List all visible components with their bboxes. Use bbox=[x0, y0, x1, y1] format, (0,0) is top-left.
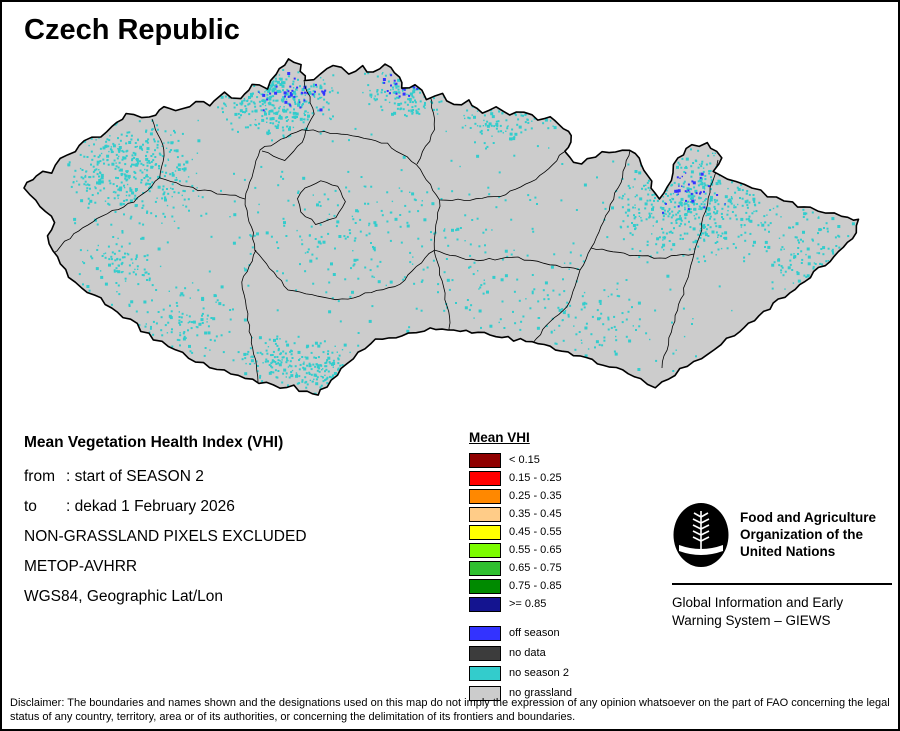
legend-swatch bbox=[469, 543, 501, 558]
info-row-label: METOP-AVHRR bbox=[24, 558, 138, 575]
legend-row: 0.15 - 0.25 bbox=[469, 471, 572, 486]
legend-swatch bbox=[469, 561, 501, 576]
map-info-block: Mean Vegetation Health Index (VHI) from:… bbox=[24, 432, 307, 612]
info-row-label: NON-GRASSLAND PIXELS EXCLUDED bbox=[24, 528, 307, 545]
legend-row: < 0.15 bbox=[469, 453, 572, 468]
info-row: NON-GRASSLAND PIXELS EXCLUDED bbox=[24, 522, 307, 552]
fao-header: Food and Agriculture Organization of the… bbox=[672, 502, 892, 568]
legend-row: 0.75 - 0.85 bbox=[469, 579, 572, 594]
info-row-label: to bbox=[24, 498, 37, 515]
legend-row: no season 2 bbox=[469, 666, 572, 681]
vhi-legend: Mean VHI < 0.15 0.15 - 0.25 0.25 - 0.35 0.3… bbox=[469, 429, 572, 706]
legend-row-label: 0.45 - 0.55 bbox=[509, 526, 562, 538]
legend-swatch bbox=[469, 471, 501, 486]
giews-name: Global Information and Early Warning Sys… bbox=[672, 595, 844, 628]
legend-swatch bbox=[469, 579, 501, 594]
legend-row-label: off season bbox=[509, 627, 560, 639]
legend-row-label: 0.75 - 0.85 bbox=[509, 580, 562, 592]
legend-swatch bbox=[469, 626, 501, 641]
legend-row: no data bbox=[469, 646, 572, 661]
legend-row-label: no season 2 bbox=[509, 667, 569, 679]
legend-classes: < 0.15 0.15 - 0.25 0.25 - 0.35 0.35 - 0.45 0… bbox=[469, 453, 572, 612]
info-row-value: : start of SEASON 2 bbox=[66, 468, 204, 485]
legend-row-label: no grassland bbox=[509, 687, 572, 699]
page-title: Czech Republic bbox=[24, 14, 240, 46]
legend-swatch bbox=[469, 507, 501, 522]
fao-logo-icon bbox=[673, 503, 729, 567]
legend-row: 0.25 - 0.35 bbox=[469, 489, 572, 504]
legend-row-label: 0.65 - 0.75 bbox=[509, 562, 562, 574]
legend-row-label: 0.35 - 0.45 bbox=[509, 508, 562, 520]
legend-swatch bbox=[469, 686, 501, 701]
legend-row: 0.55 - 0.65 bbox=[469, 543, 572, 558]
fao-block: Food and Agriculture Organization of the… bbox=[672, 502, 892, 630]
legend-swatch bbox=[469, 597, 501, 612]
legend-row-label: >= 0.85 bbox=[509, 598, 547, 610]
country-border bbox=[23, 58, 860, 396]
disclaimer-text: Disclaimer: The boundaries and names sho… bbox=[10, 697, 890, 723]
info-row-label: WGS84, Geographic Lat/Lon bbox=[24, 588, 224, 605]
legend-row-label: < 0.15 bbox=[509, 454, 540, 466]
info-row: METOP-AVHRR bbox=[24, 552, 307, 582]
legend-swatch bbox=[469, 666, 501, 681]
fao-divider bbox=[672, 583, 892, 585]
legend-swatch bbox=[469, 453, 501, 468]
legend-swatch bbox=[469, 489, 501, 504]
legend-swatch bbox=[469, 525, 501, 540]
info-row: WGS84, Geographic Lat/Lon bbox=[24, 582, 307, 612]
legend-row: no grassland bbox=[469, 686, 572, 701]
region-boundaries bbox=[51, 79, 719, 383]
fao-org-name: Food and Agriculture Organization of the… bbox=[740, 510, 876, 559]
legend-row: 0.35 - 0.45 bbox=[469, 507, 572, 522]
legend-row-label: 0.25 - 0.35 bbox=[509, 490, 562, 502]
legend-row-label: no data bbox=[509, 647, 546, 659]
legend-row-label: 0.55 - 0.65 bbox=[509, 544, 562, 556]
info-row: to : dekad 1 February 2026 bbox=[24, 492, 307, 522]
info-rows: from : start of SEASON 2 to : dekad 1 Febru… bbox=[24, 462, 307, 612]
info-row: from : start of SEASON 2 bbox=[24, 462, 307, 492]
legend-row: >= 0.85 bbox=[469, 597, 572, 612]
legend-swatch bbox=[469, 646, 501, 661]
legend-row-label: 0.15 - 0.25 bbox=[509, 472, 562, 484]
legend-row: 0.65 - 0.75 bbox=[469, 561, 572, 576]
info-row-value: : dekad 1 February 2026 bbox=[66, 498, 235, 515]
legend-row: 0.45 - 0.55 bbox=[469, 525, 572, 540]
legend-title: Mean VHI bbox=[469, 430, 530, 445]
legend-extras: off season no data no season 2 no grassland bbox=[469, 626, 572, 701]
czech-republic-map bbox=[23, 58, 860, 396]
info-row-label: from bbox=[24, 468, 55, 485]
info-heading: Mean Vegetation Health Index (VHI) bbox=[24, 434, 284, 451]
legend-row: off season bbox=[469, 626, 572, 641]
country-shape bbox=[24, 58, 859, 396]
